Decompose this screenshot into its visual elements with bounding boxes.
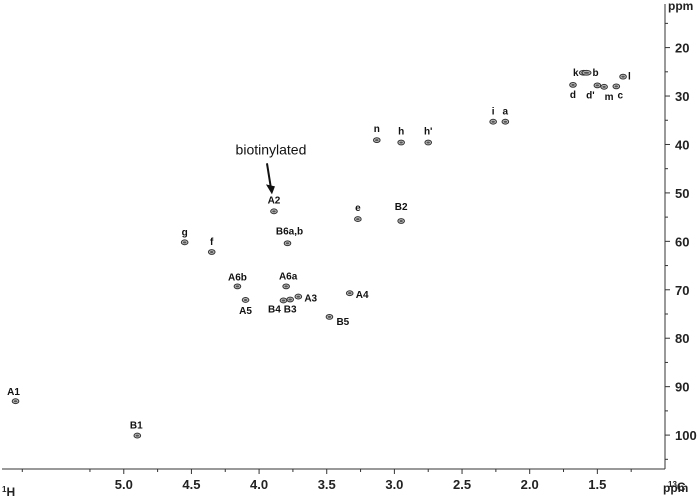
x-axis-unit: ppm: [663, 481, 688, 495]
peak-label: A4: [356, 290, 369, 301]
peak-label: k: [573, 68, 579, 79]
cross-peak-core: [614, 85, 618, 88]
cross-peak-core: [503, 120, 508, 123]
x-nucleus-symbol: H: [6, 485, 15, 499]
y-axis-unit: ppm: [668, 0, 693, 13]
x-tick-label: 4.0: [250, 477, 268, 492]
cross-peak-core: [13, 400, 18, 403]
cross-peak-core: [281, 299, 286, 302]
cross-peak-core: [327, 315, 332, 318]
plot-frame: [2, 4, 666, 470]
y-tick-label: 20: [675, 41, 689, 56]
peak-label: g: [182, 227, 188, 238]
peak-label: B2: [395, 202, 408, 213]
peak-label: B4: [268, 304, 281, 315]
y-tick-label: 70: [675, 283, 689, 298]
y-axis-nucleus-label: 13C: [668, 480, 686, 495]
y-tick-label: 40: [675, 137, 689, 152]
y-axis-ticks: 20 30 40 50 60 70 80 90 100: [665, 22, 697, 460]
cross-peak-core: [235, 285, 240, 288]
peak-label: e: [355, 203, 361, 214]
cross-peak-core: [399, 220, 403, 222]
cross-peak-core: [243, 298, 248, 301]
y-tick-label: 100: [675, 428, 697, 443]
cross-peak-core: [583, 71, 590, 74]
peak-label: A6b: [228, 272, 247, 283]
x-axis-ticks: 5.0 4.5 4.0 3.5 3.0 2.5 2.0 1.5: [21, 469, 632, 492]
peak-label: n: [374, 124, 380, 135]
x-tick-label: 2.5: [453, 477, 471, 492]
peak-label: B1: [130, 421, 143, 432]
cross-peak-core: [399, 141, 403, 144]
peak-label: A2: [268, 195, 281, 206]
cross-peak-core: [602, 85, 606, 88]
y-nucleus-symbol: C: [677, 480, 686, 494]
cross-peak-core: [285, 242, 290, 245]
cross-peak-core: [272, 210, 276, 213]
peak-label: d: [570, 90, 576, 101]
x-nucleus-mass: 1: [2, 485, 7, 494]
peak-label: h': [424, 127, 433, 138]
peak-label: m: [605, 92, 614, 103]
x-axis-nucleus-label: 1H: [2, 485, 15, 500]
cross-peak-core: [135, 434, 140, 437]
peak-label: B3: [284, 304, 297, 315]
cross-peak-core: [210, 251, 214, 253]
y-tick-label: 60: [675, 234, 689, 249]
x-tick-label: 3.0: [385, 477, 403, 492]
peak-label: d': [586, 90, 595, 101]
peak-label: c: [618, 90, 624, 101]
cross-peak-core: [348, 292, 352, 295]
cross-peak-core: [375, 139, 379, 142]
peak-label: a: [503, 107, 509, 118]
peak-label: A6a: [279, 271, 298, 282]
annotation-text: biotinylated: [236, 141, 307, 157]
x-tick-label: 2.0: [521, 477, 539, 492]
x-tick-label: 1.5: [588, 477, 606, 492]
peak-label: f: [210, 237, 214, 248]
peak-label: i: [492, 107, 495, 118]
cross-peak-core: [491, 120, 495, 123]
y-tick-label: 30: [675, 89, 689, 104]
cross-peak-core: [356, 218, 360, 221]
y-nucleus-mass: 13: [668, 480, 677, 489]
peak-label: b: [592, 68, 598, 79]
annotation-arrowhead: [265, 184, 275, 195]
peak-label: l: [628, 72, 631, 83]
peak-label: h: [398, 127, 404, 138]
y-tick-label: 90: [675, 380, 689, 395]
biotinylated-annotation: biotinylated: [236, 141, 307, 195]
cross-peak-core: [426, 141, 430, 144]
x-tick-label: 5.0: [115, 477, 133, 492]
peak-label: B5: [336, 317, 349, 328]
y-tick-label: 50: [675, 186, 689, 201]
peak-label: A1: [7, 387, 20, 398]
peak-label-group: A1 B1 A2 B6a,b g f A6b A6a A5 B4 B3 A3 A4 B5 e B2 n h h' i a…: [7, 68, 631, 432]
annotation-arrow: [265, 163, 272, 189]
peak-group: [11, 69, 627, 439]
cross-peak-core: [288, 298, 292, 301]
x-tick-label: 3.5: [318, 477, 336, 492]
cross-peak-core: [296, 295, 301, 298]
cross-peak-core: [595, 84, 600, 87]
peak-label: B6a,b: [276, 226, 303, 237]
y-tick-label: 80: [675, 331, 689, 346]
cross-peak-core: [284, 285, 288, 288]
cross-peak-core: [621, 75, 625, 78]
cross-peak-core: [182, 241, 187, 244]
x-tick-label: 4.5: [182, 477, 200, 492]
peak-label: A3: [304, 294, 317, 305]
peak-label: A5: [239, 306, 252, 317]
cross-peak-core: [571, 83, 575, 86]
